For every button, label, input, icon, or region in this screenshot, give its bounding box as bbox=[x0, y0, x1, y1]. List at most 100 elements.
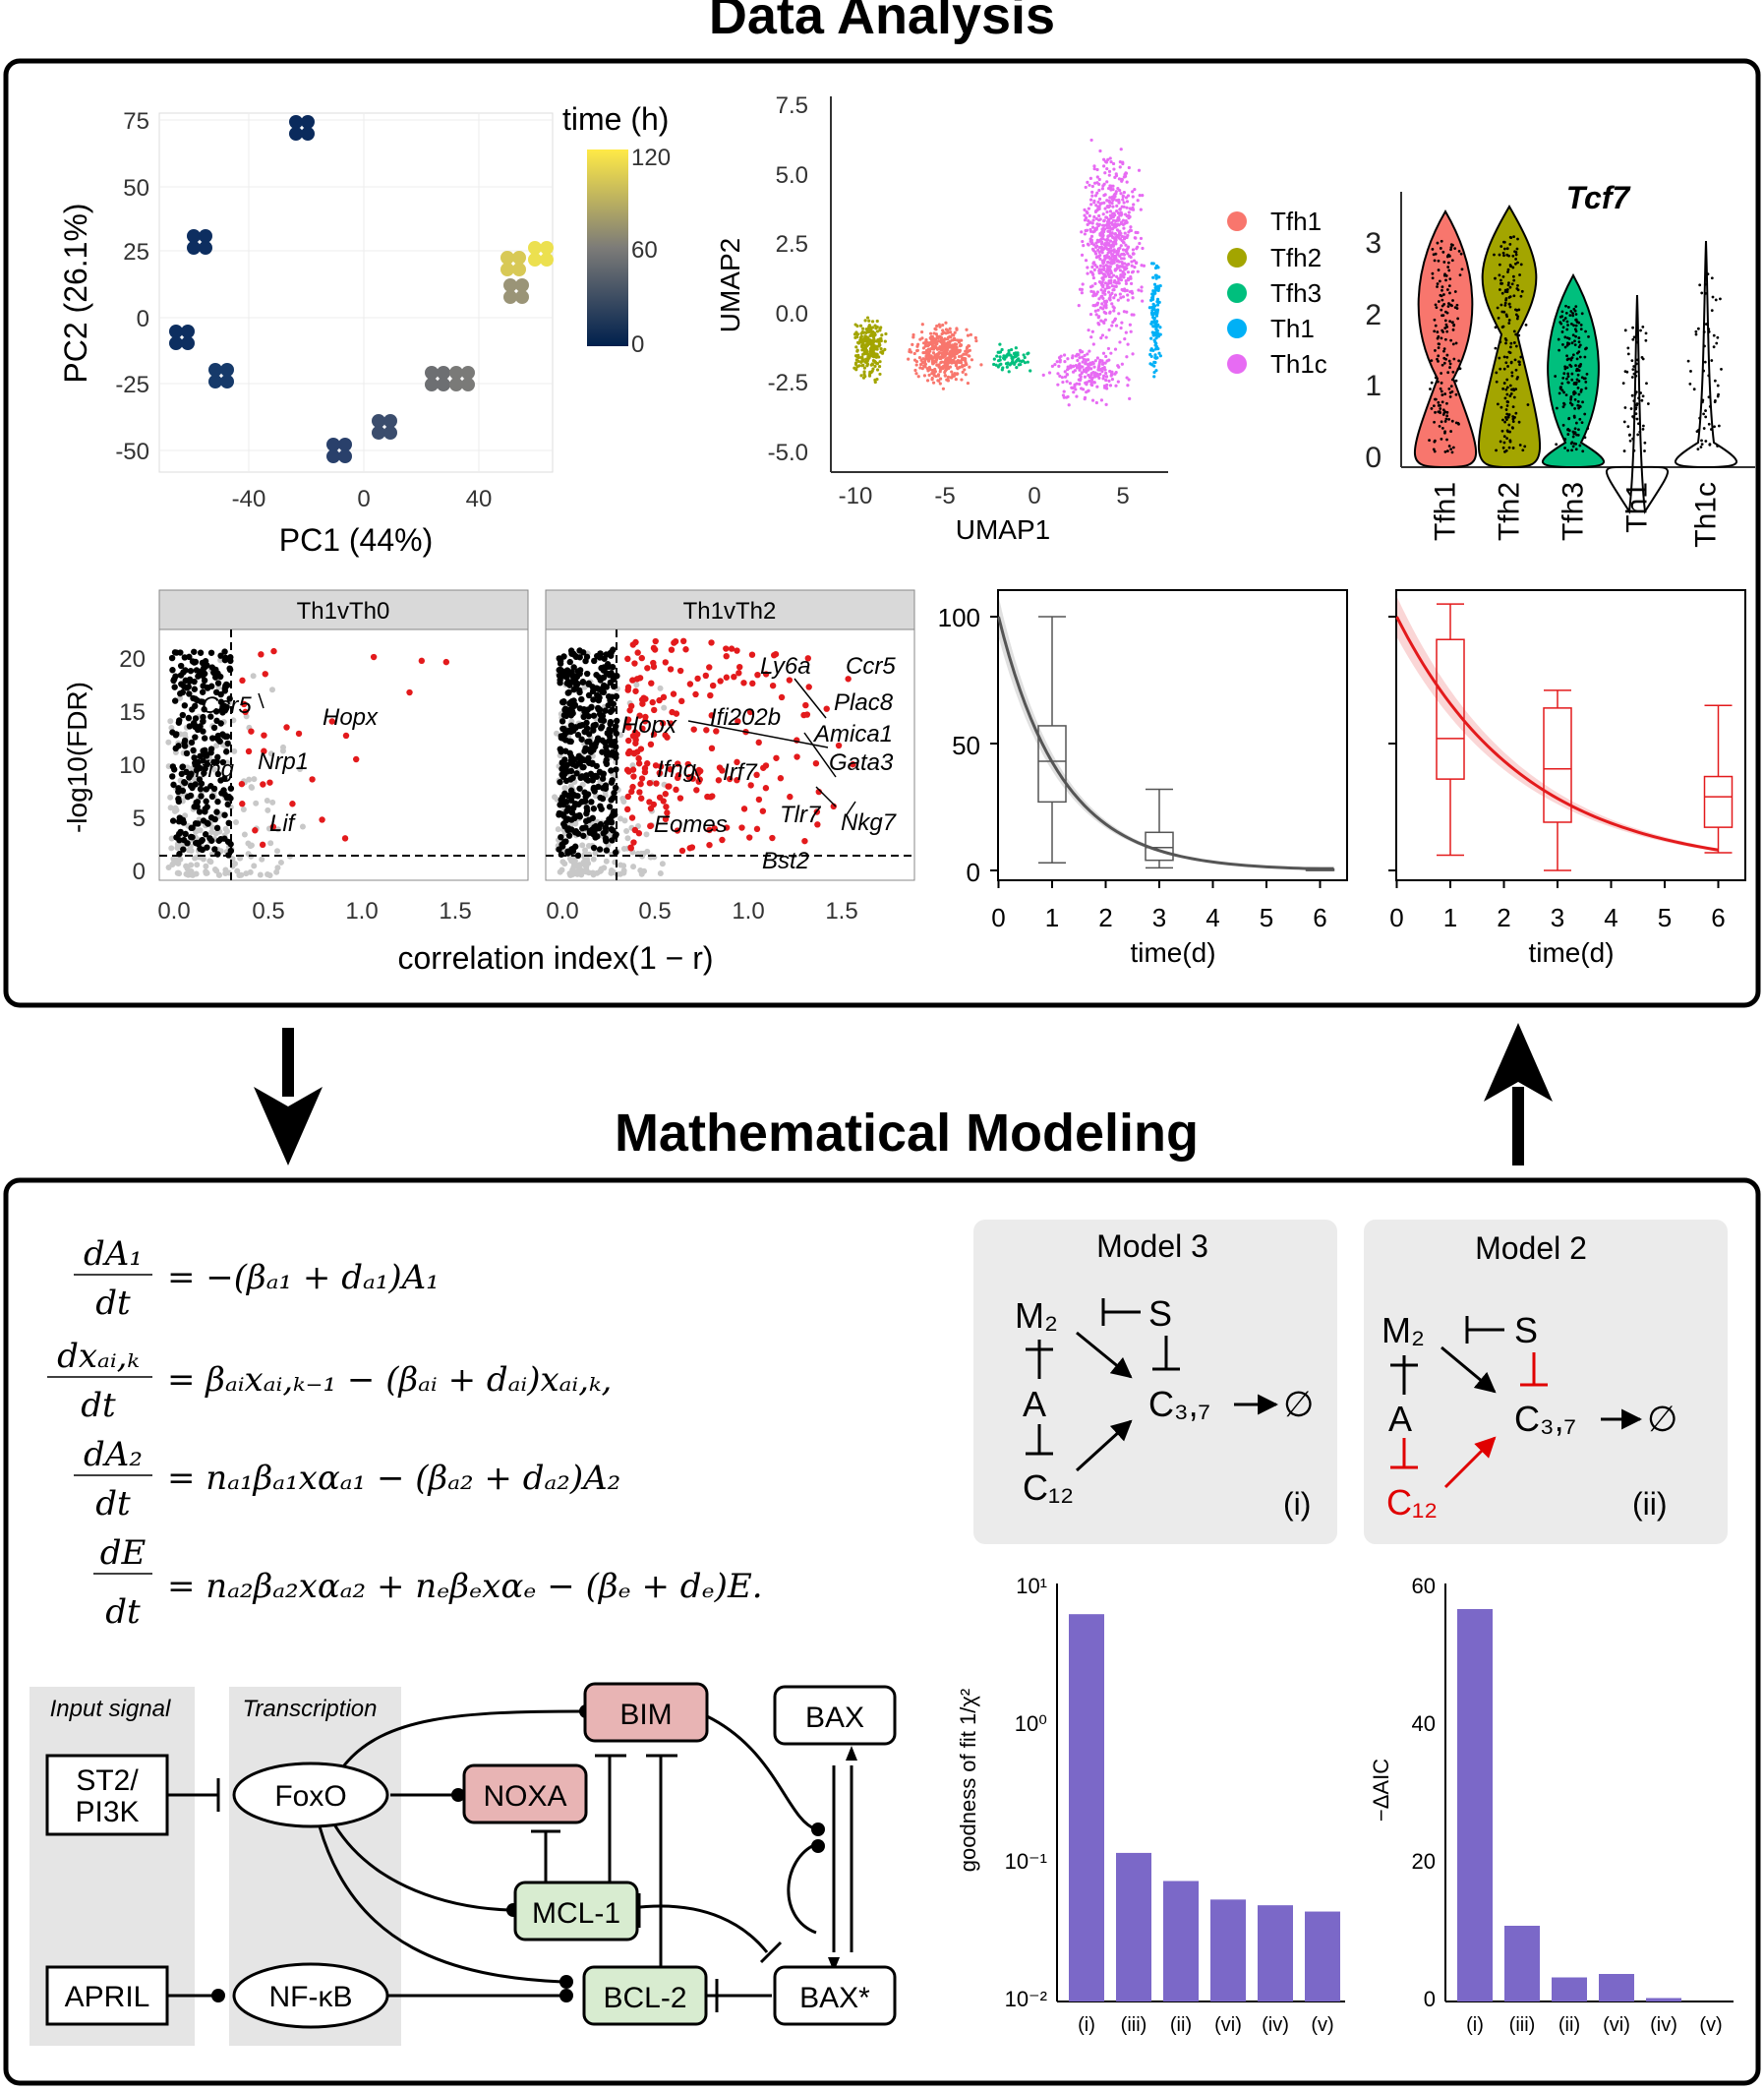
volcano-point bbox=[596, 846, 604, 853]
volcano-point bbox=[624, 687, 631, 693]
volcano-point bbox=[762, 671, 770, 678]
violin-point bbox=[1447, 445, 1451, 448]
volcano-point bbox=[189, 706, 196, 713]
umap-point bbox=[1125, 263, 1129, 267]
umap-point bbox=[1118, 208, 1122, 211]
umap-point bbox=[1123, 272, 1127, 276]
volcano-point bbox=[181, 737, 189, 745]
volcano-point bbox=[632, 687, 639, 694]
umap-point bbox=[1127, 216, 1131, 220]
violin-point bbox=[1575, 321, 1579, 324]
violin-point bbox=[1511, 274, 1515, 278]
volcano-point bbox=[602, 707, 609, 714]
volcano-point bbox=[660, 693, 668, 701]
volcano-point bbox=[709, 793, 716, 800]
volcano-point bbox=[623, 806, 631, 813]
volcano-point bbox=[242, 708, 249, 716]
umap-point bbox=[1093, 250, 1097, 254]
umap-point bbox=[1111, 218, 1116, 222]
volcano-point bbox=[769, 834, 776, 842]
umap-point bbox=[911, 342, 914, 346]
node-label: FoxO bbox=[274, 1780, 346, 1813]
volcano-point bbox=[571, 814, 578, 822]
umap-point bbox=[966, 333, 970, 337]
violin-point bbox=[1577, 345, 1581, 349]
volcano-point bbox=[600, 830, 607, 837]
umap-point bbox=[1041, 373, 1045, 377]
violin-point bbox=[1500, 429, 1504, 433]
violin-point bbox=[1508, 295, 1512, 299]
bar2-ytick: 60 bbox=[1412, 1574, 1436, 1598]
pathway-col-label: Input signal bbox=[50, 1696, 171, 1722]
pca-ytick: -50 bbox=[115, 439, 149, 465]
data-analysis-title: Data Analysis bbox=[709, 0, 1055, 45]
umap-point bbox=[927, 357, 931, 361]
node-label: BAX* bbox=[799, 1982, 870, 2014]
umap-point bbox=[1122, 226, 1126, 230]
pca-point bbox=[425, 366, 439, 380]
violin-point bbox=[1574, 443, 1578, 446]
pca-point bbox=[372, 414, 385, 428]
colorbar-tick: 60 bbox=[631, 237, 658, 264]
violin-point bbox=[1516, 283, 1519, 287]
umap-point bbox=[1157, 351, 1161, 355]
volcano-point bbox=[560, 812, 567, 819]
volcano-point bbox=[211, 846, 218, 853]
volcano-point bbox=[740, 806, 748, 812]
umap-point bbox=[1119, 244, 1123, 248]
volcano-point bbox=[605, 692, 613, 700]
umap-point bbox=[949, 335, 953, 339]
violin-xtick: Tfh2 bbox=[1494, 482, 1526, 541]
umap-point bbox=[1100, 187, 1104, 191]
umap-point bbox=[1119, 296, 1123, 300]
umap-point bbox=[937, 323, 941, 327]
umap-point bbox=[869, 328, 873, 331]
volcano-point bbox=[280, 744, 287, 750]
volcano-point bbox=[253, 800, 260, 807]
umap-point bbox=[1086, 271, 1089, 275]
volcano-point bbox=[214, 680, 222, 687]
umap-point bbox=[1107, 379, 1111, 383]
volcano-point bbox=[192, 855, 199, 862]
violin-point bbox=[1698, 283, 1702, 287]
umap-point bbox=[967, 344, 971, 348]
umap-point bbox=[1120, 321, 1124, 325]
umap-point bbox=[1113, 195, 1117, 199]
volcano-point bbox=[661, 704, 668, 711]
volcano-point bbox=[212, 666, 219, 674]
volcano-point bbox=[201, 769, 207, 777]
umap-point bbox=[861, 327, 865, 330]
violin-point bbox=[1704, 323, 1708, 326]
umap-point bbox=[1108, 239, 1113, 243]
umap-point bbox=[1113, 175, 1117, 179]
umap-point bbox=[938, 345, 942, 349]
umap-point bbox=[1100, 240, 1104, 244]
umap-point bbox=[1104, 215, 1108, 219]
umap-point bbox=[1058, 360, 1062, 364]
umap-plot: 7.5 5.0 2.5 0.0 -2.5 -5.0 -10 -5 0 5 UMA… bbox=[715, 92, 1327, 545]
violin-point bbox=[1509, 391, 1513, 395]
umap-point bbox=[919, 329, 924, 334]
umap-point bbox=[944, 328, 949, 331]
volcano-point bbox=[183, 749, 191, 757]
violin-point bbox=[1431, 276, 1435, 280]
volcano-point bbox=[209, 824, 216, 831]
umap-point bbox=[1095, 265, 1099, 269]
violin-point bbox=[1573, 431, 1577, 435]
violin-point bbox=[1524, 323, 1528, 327]
volcano-point bbox=[565, 738, 573, 745]
violin-point bbox=[1433, 449, 1437, 453]
umap-point bbox=[1102, 267, 1106, 270]
violin-point bbox=[1503, 301, 1507, 305]
volcano-point bbox=[608, 648, 616, 656]
violin-point bbox=[1640, 356, 1644, 359]
umap-point bbox=[1097, 315, 1101, 319]
volcano-point bbox=[602, 740, 609, 747]
volcano-xtick: 1.0 bbox=[732, 898, 764, 925]
violin-point bbox=[1509, 265, 1512, 268]
violin-point bbox=[1697, 428, 1700, 432]
violin-point bbox=[1506, 268, 1510, 271]
volcano-point bbox=[269, 799, 276, 806]
volcano-point bbox=[570, 864, 577, 870]
